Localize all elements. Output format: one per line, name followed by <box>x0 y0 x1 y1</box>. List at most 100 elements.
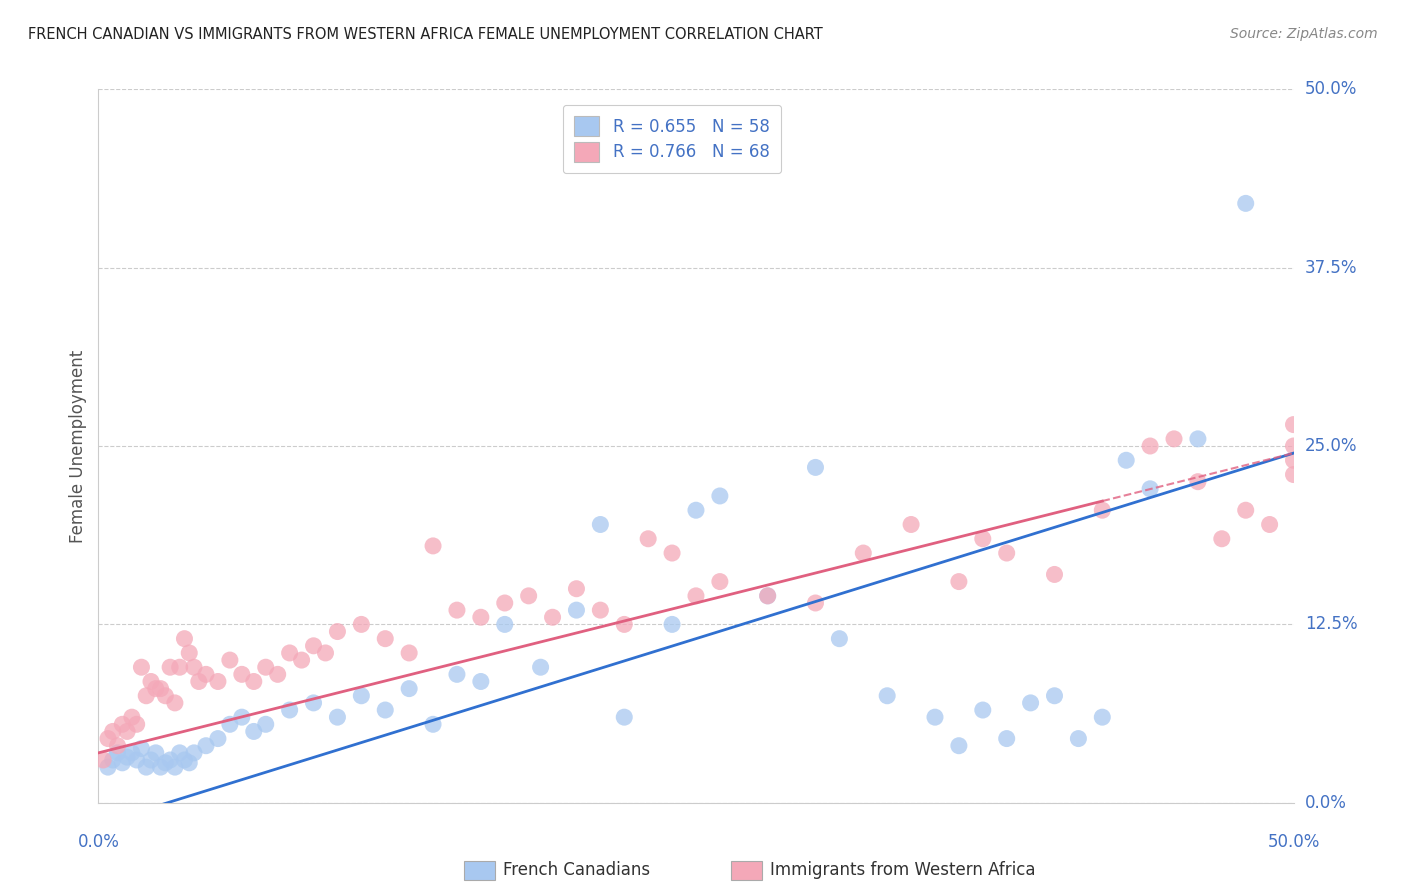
Text: 37.5%: 37.5% <box>1305 259 1357 277</box>
Text: FRENCH CANADIAN VS IMMIGRANTS FROM WESTERN AFRICA FEMALE UNEMPLOYMENT CORRELATIO: FRENCH CANADIAN VS IMMIGRANTS FROM WESTE… <box>28 27 823 42</box>
Point <box>876 689 898 703</box>
Point <box>326 624 349 639</box>
Point <box>1139 439 1161 453</box>
Point <box>131 741 153 756</box>
Point <box>1043 689 1066 703</box>
Point <box>194 739 217 753</box>
Point <box>139 753 162 767</box>
Point <box>1234 503 1257 517</box>
Point <box>446 667 468 681</box>
Point <box>145 681 167 696</box>
Point <box>163 760 186 774</box>
Point <box>804 596 827 610</box>
Point <box>145 746 167 760</box>
Point <box>948 574 970 589</box>
Point <box>1211 532 1233 546</box>
Point <box>183 660 205 674</box>
Point <box>267 667 290 681</box>
Point <box>219 653 242 667</box>
Point <box>173 632 195 646</box>
Point <box>97 731 120 746</box>
Point <box>139 674 162 689</box>
Point <box>422 717 444 731</box>
Point <box>254 660 277 674</box>
Point <box>155 756 177 770</box>
Point <box>1163 432 1185 446</box>
Point <box>565 603 588 617</box>
Point <box>1043 567 1066 582</box>
Point <box>254 717 277 731</box>
Point <box>115 724 138 739</box>
Text: 12.5%: 12.5% <box>1305 615 1357 633</box>
Point <box>207 731 229 746</box>
Legend: R = 0.655   N = 58, R = 0.766   N = 68: R = 0.655 N = 58, R = 0.766 N = 68 <box>562 104 782 173</box>
Point <box>1187 432 1209 446</box>
Point <box>661 546 683 560</box>
Point <box>278 646 301 660</box>
Point <box>613 710 636 724</box>
Text: 0.0%: 0.0% <box>77 833 120 851</box>
Point <box>302 696 325 710</box>
Point <box>125 717 148 731</box>
Point <box>194 667 217 681</box>
Point <box>470 610 492 624</box>
Point <box>187 674 209 689</box>
Point <box>326 710 349 724</box>
Point <box>97 760 120 774</box>
Point <box>446 603 468 617</box>
Point <box>374 632 396 646</box>
Text: Source: ZipAtlas.com: Source: ZipAtlas.com <box>1230 27 1378 41</box>
Point <box>121 710 143 724</box>
Point <box>173 753 195 767</box>
Text: Immigrants from Western Africa: Immigrants from Western Africa <box>770 861 1036 879</box>
Point <box>242 724 264 739</box>
Point <box>1139 482 1161 496</box>
Point <box>350 617 373 632</box>
Point <box>709 574 731 589</box>
Point <box>1234 196 1257 211</box>
Point <box>159 753 181 767</box>
Point <box>661 617 683 632</box>
Text: 25.0%: 25.0% <box>1305 437 1357 455</box>
Point <box>149 681 172 696</box>
Point <box>121 746 143 760</box>
Point <box>494 596 516 610</box>
Point <box>125 753 148 767</box>
Point <box>756 589 779 603</box>
Point <box>302 639 325 653</box>
Point <box>1282 439 1305 453</box>
Point <box>1091 710 1114 724</box>
Point <box>111 717 134 731</box>
Point <box>470 674 492 689</box>
Point <box>149 760 172 774</box>
Point <box>422 539 444 553</box>
Point <box>107 739 129 753</box>
Point <box>242 674 264 689</box>
Point <box>1067 731 1090 746</box>
Point <box>972 703 994 717</box>
Point <box>972 532 994 546</box>
Point <box>169 746 191 760</box>
Point <box>135 760 157 774</box>
Point <box>169 660 191 674</box>
Point <box>589 517 612 532</box>
Text: 0.0%: 0.0% <box>1305 794 1347 812</box>
Point <box>350 689 373 703</box>
Point <box>374 703 396 717</box>
Point <box>541 610 564 624</box>
Text: 50.0%: 50.0% <box>1267 833 1320 851</box>
Point <box>852 546 875 560</box>
Point <box>398 681 420 696</box>
Point <box>685 589 707 603</box>
Point <box>91 753 114 767</box>
Point <box>756 589 779 603</box>
Point <box>804 460 827 475</box>
Point <box>1187 475 1209 489</box>
Point <box>107 746 129 760</box>
Point <box>398 646 420 660</box>
Point <box>159 660 181 674</box>
Text: 50.0%: 50.0% <box>1305 80 1357 98</box>
Point <box>685 503 707 517</box>
Point <box>589 603 612 617</box>
Point <box>517 589 540 603</box>
